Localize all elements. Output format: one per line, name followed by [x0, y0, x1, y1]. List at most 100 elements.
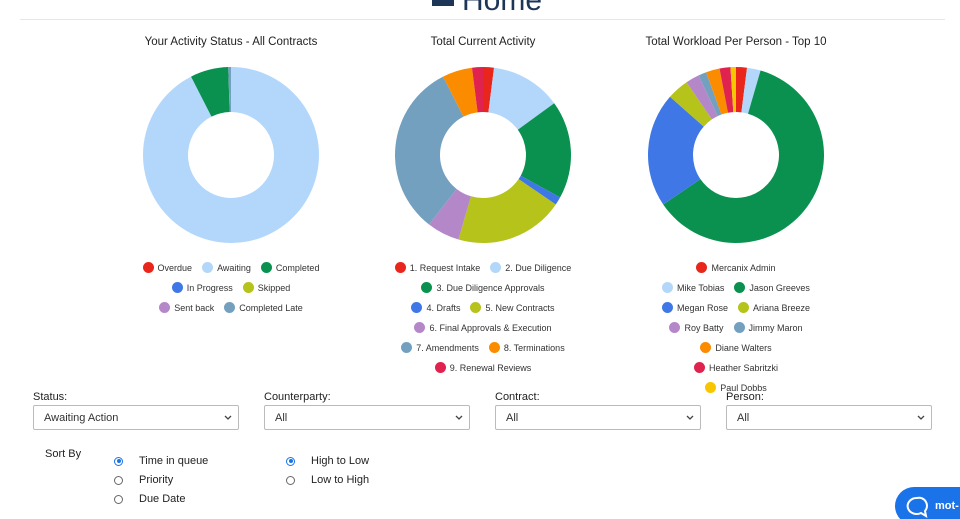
- legend-swatch: [434, 362, 446, 373]
- chevron: [686, 415, 694, 420]
- radio-option[interactable]: High to Low: [286, 455, 369, 467]
- legend-label: Mercanix Admin: [711, 262, 776, 273]
- legend-label: Megan Rose: [676, 302, 728, 313]
- legend-label: Jimmy Maron: [748, 322, 803, 333]
- legend-label: 5. New Contracts: [485, 302, 555, 313]
- legend-label: 8. Terminations: [503, 342, 565, 353]
- legend-swatch: [401, 342, 413, 353]
- radio: [114, 475, 123, 485]
- select-value: Awaiting Action: [44, 412, 119, 424]
- filter-label: Contract:: [495, 391, 540, 403]
- slice: [443, 67, 478, 117]
- legend-item: 5. New Contracts: [470, 301, 555, 314]
- legend-item: Completed: [260, 261, 320, 274]
- legend-item: Ariana Breeze: [737, 301, 811, 314]
- legend-item: 2. Due Diligence: [490, 261, 571, 274]
- chart: Total Workload Per Person - Top 10 Mercan…: [616, 36, 856, 394]
- legend-label: Sent back: [174, 302, 215, 313]
- donut: [395, 67, 571, 243]
- legend-swatch: [669, 322, 681, 333]
- legend-item: Roy Batty: [669, 321, 724, 334]
- legend-label: 6. Final Approvals & Execution: [429, 322, 552, 333]
- slice: [518, 175, 561, 205]
- donut: [142, 67, 319, 244]
- filter-label: Counterparty:: [264, 391, 331, 403]
- legend-item: Awaiting: [202, 261, 251, 274]
- legend-label: 7. Amendments: [416, 342, 479, 353]
- legend-label: Jason Greeves: [749, 282, 810, 293]
- chat-button[interactable]: mot-: [895, 487, 960, 519]
- divider: [20, 19, 945, 20]
- slice: [517, 103, 571, 198]
- legend-label: In Progress: [186, 282, 233, 293]
- sort-label: Sort By: [45, 448, 82, 460]
- legend-swatch: [488, 342, 500, 353]
- legend-label: Heather Sabritzki: [708, 362, 779, 373]
- radio-option[interactable]: Time in queue: [114, 455, 208, 467]
- radio: [286, 475, 295, 485]
- legend-label: Completed Late: [239, 302, 303, 313]
- select[interactable]: All: [495, 405, 701, 430]
- legend-label: Skipped: [257, 282, 291, 293]
- radio-label: Due Date: [139, 493, 186, 505]
- legend-item: Diane Walters: [700, 341, 772, 354]
- legend-item: Jason Greeves: [734, 281, 810, 294]
- legend-label: Completed: [275, 262, 320, 273]
- legend-label: Roy Batty: [684, 322, 724, 333]
- legend-item: 8. Terminations: [488, 341, 565, 354]
- legend: 1. Request Intake 2. Due Diligence 3. Due …: [393, 261, 573, 374]
- legend-label: Ariana Breeze: [752, 302, 811, 313]
- chevron: [917, 415, 925, 420]
- legend-swatch: [159, 302, 171, 313]
- legend-label: 4. Drafts: [426, 302, 461, 313]
- home-icon: [432, 0, 454, 6]
- legend-label: 2. Due Diligence: [505, 262, 572, 273]
- legend-swatch: [737, 302, 749, 313]
- legend-item: 1. Request Intake: [394, 261, 480, 274]
- legend-swatch: [260, 262, 272, 273]
- radio-label: Time in queue: [139, 455, 209, 467]
- legend-item: Overdue: [142, 261, 192, 274]
- chevron: [455, 415, 463, 420]
- legend-label: Diane Walters: [715, 342, 772, 353]
- slice: [706, 68, 728, 115]
- legend-swatch: [733, 322, 745, 333]
- chevron-path: [224, 415, 232, 420]
- select-value: All: [737, 412, 750, 424]
- legend-item: 3. Due Diligence Approvals: [421, 281, 545, 294]
- radio-option[interactable]: Priority: [114, 474, 173, 486]
- chart: Your Activity Status - All Contracts Over…: [111, 36, 351, 314]
- legend-swatch: [171, 282, 183, 293]
- slice: [730, 67, 736, 113]
- legend-swatch: [661, 302, 673, 313]
- donut: [648, 67, 824, 244]
- page-title: Home: [462, 0, 543, 17]
- legend: Mercanix Admin Mike Tobias Jason Greeves Me…: [661, 261, 811, 394]
- filter-label: Person:: [726, 391, 764, 403]
- select[interactable]: All: [264, 405, 470, 430]
- legend-item: Paul Dobbs: [705, 381, 767, 394]
- slice: [686, 75, 718, 120]
- chart-title: Total Current Activity: [430, 36, 536, 48]
- legend-swatch: [421, 282, 433, 293]
- legend-item: 6. Final Approvals & Execution: [414, 321, 552, 334]
- select[interactable]: Awaiting Action: [33, 405, 239, 430]
- chat-label: mot-: [935, 500, 959, 512]
- legend-item: Jimmy Maron: [733, 321, 803, 334]
- chart: Total Current Activity 1. Request Intake 2…: [363, 36, 603, 374]
- radio-option[interactable]: Low to High: [286, 474, 369, 486]
- legend-item: Completed Late: [224, 301, 303, 314]
- legend-swatch: [394, 262, 406, 273]
- radio-option[interactable]: Due Date: [114, 493, 185, 505]
- slice: [395, 76, 464, 225]
- select[interactable]: All: [726, 405, 932, 430]
- legend-swatch: [700, 342, 712, 353]
- legend-item: Sent back: [159, 301, 214, 314]
- legend-swatch: [202, 262, 214, 273]
- chat-icon: [906, 496, 928, 519]
- chart-title: Total Workload Per Person - Top 10: [645, 36, 827, 48]
- legend-swatch: [414, 322, 426, 333]
- legend-swatch: [142, 262, 154, 273]
- slice: [736, 67, 748, 113]
- select-value: All: [275, 412, 288, 424]
